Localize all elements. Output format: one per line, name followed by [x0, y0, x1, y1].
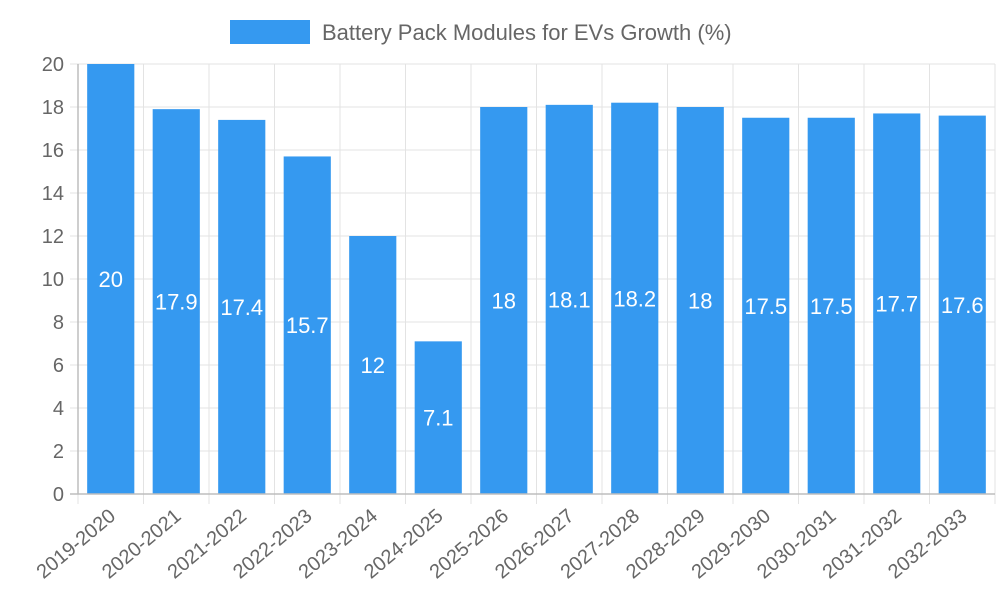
- bar[interactable]: [807, 117, 855, 494]
- bar[interactable]: [938, 115, 986, 494]
- y-tick-label: 10: [42, 269, 64, 291]
- y-tick-label: 2: [53, 441, 64, 463]
- bar[interactable]: [349, 236, 397, 494]
- y-tick-label: 4: [53, 398, 64, 420]
- bar-value-label: 12: [361, 353, 385, 378]
- chart-bars: [87, 64, 986, 495]
- bar-value-label: 18.2: [613, 286, 656, 311]
- bar[interactable]: [283, 156, 331, 494]
- y-tick-label: 20: [42, 54, 64, 76]
- y-tick-label: 8: [53, 312, 64, 334]
- y-axis-tick-labels: 0 2 4 6 8 10 12 14 16 18 20: [42, 54, 64, 506]
- bar[interactable]: [414, 341, 462, 494]
- y-tick-label: 6: [53, 355, 64, 377]
- bar-value-label: 15.7: [286, 313, 329, 338]
- bar[interactable]: [218, 119, 266, 495]
- y-tick-label: 0: [53, 484, 64, 506]
- bar[interactable]: [676, 107, 724, 494]
- bar[interactable]: [480, 107, 528, 494]
- bar-value-label: 17.5: [810, 294, 853, 319]
- y-tick-label: 12: [42, 226, 64, 248]
- bar[interactable]: [152, 109, 200, 495]
- bar[interactable]: [742, 117, 790, 494]
- y-tick-label: 16: [42, 140, 64, 162]
- bar-value-label: 17.6: [941, 293, 984, 318]
- bar-value-label: 18: [492, 289, 516, 314]
- chart-data-labels: 20 17.9 17.4 15.7 12 7.1 18 18.1 18.2 18 17.5 17.5 1…: [99, 267, 984, 431]
- x-axis-tick-labels: 2019-20202020-20212021-20222022-20232023…: [33, 505, 972, 583]
- bar-value-label: 17.9: [155, 290, 198, 315]
- bar-value-label: 17.4: [220, 295, 263, 320]
- y-tick-label: 14: [42, 183, 64, 205]
- chart-legend[interactable]: Battery Pack Modules for EVs Growth (%): [230, 20, 732, 45]
- legend-swatch: [230, 20, 310, 44]
- bar-value-label: 17.5: [744, 294, 787, 319]
- y-tick-label: 18: [42, 97, 64, 119]
- bar-value-label: 7.1: [423, 406, 454, 431]
- legend-label: Battery Pack Modules for EVs Growth (%): [322, 20, 732, 45]
- bar[interactable]: [545, 104, 593, 494]
- bar[interactable]: [873, 113, 921, 494]
- bar-value-label: 18.1: [548, 287, 591, 312]
- bar[interactable]: [87, 64, 135, 494]
- bar-value-label: 18: [688, 289, 712, 314]
- chart-axes: [70, 64, 995, 495]
- bar[interactable]: [611, 102, 659, 494]
- bar-value-label: 17.7: [875, 292, 918, 317]
- chart-grid: [70, 63, 996, 504]
- bar-value-label: 20: [99, 267, 123, 292]
